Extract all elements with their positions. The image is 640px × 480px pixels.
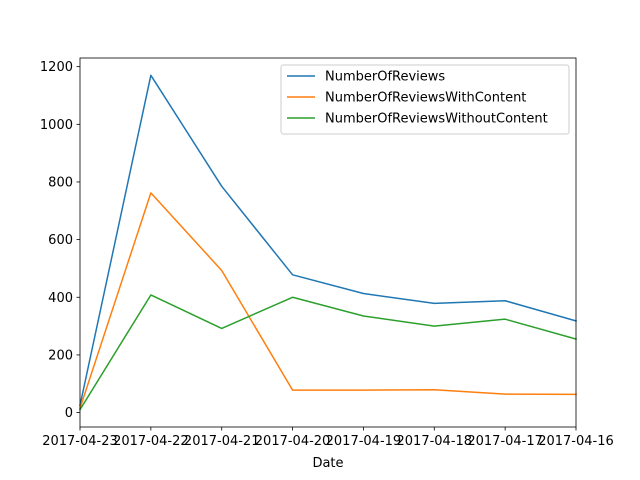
y-tick-label: 0: [65, 406, 73, 421]
series-layer: [78, 74, 577, 411]
legend-box: [280, 64, 570, 135]
y-tick-label: 800: [48, 175, 73, 190]
y-tick-label: 600: [48, 233, 73, 248]
axes-layer: 0200400600800100012002017-04-232017-04-2…: [40, 57, 614, 449]
x-tick-label: 2017-04-20: [255, 434, 331, 449]
x-tick-label: 2017-04-18: [397, 434, 473, 449]
legend-label: NumberOfReviews: [325, 70, 445, 85]
legend: NumberOfReviews NumberOfReviewsWithConten…: [280, 64, 570, 135]
x-tick-label: 2017-04-23: [42, 434, 118, 449]
plot-frame: [79, 57, 577, 428]
x-tick-label: 2017-04-22: [113, 434, 189, 449]
series-line-2: [79, 192, 577, 410]
legend-label: NumberOfReviewsWithoutContent: [325, 112, 548, 127]
x-tick-label: 2017-04-17: [467, 434, 543, 449]
x-tick-label: 2017-04-19: [326, 434, 402, 449]
y-tick-label: 200: [48, 348, 73, 363]
series-line-1: [79, 74, 577, 407]
series-line-3: [78, 294, 577, 411]
y-tick-label: 1000: [40, 118, 73, 133]
y-tick-label: 400: [48, 291, 73, 306]
x-tick-label: 2017-04-21: [184, 434, 260, 449]
x-axis-label: Date: [312, 456, 343, 471]
legend-label: NumberOfReviewsWithContent: [325, 91, 526, 106]
y-tick-label: 1200: [40, 60, 73, 75]
x-tick-label: 2017-04-16: [538, 434, 614, 449]
